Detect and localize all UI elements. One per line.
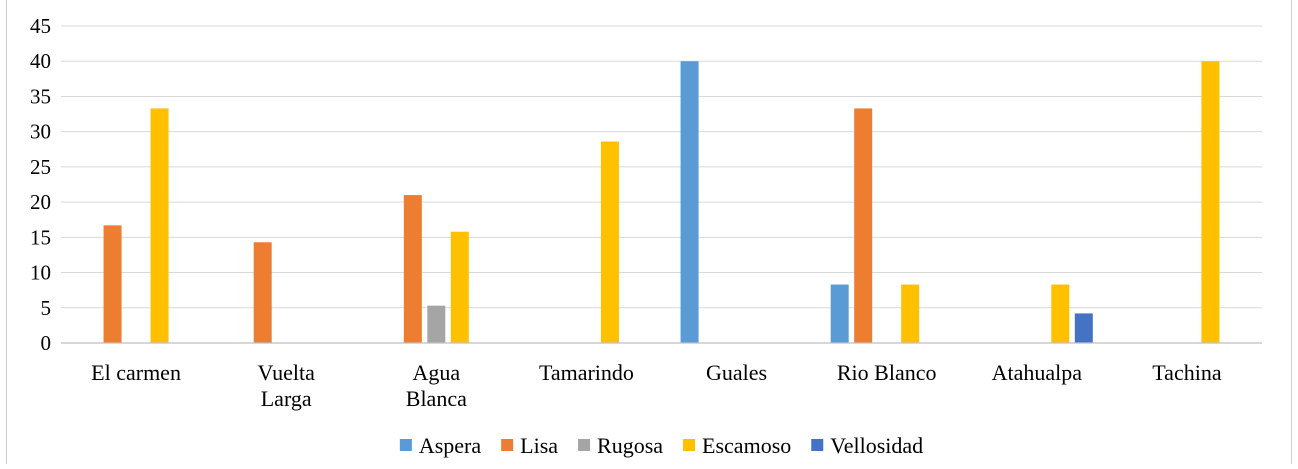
y-tick-label-0: 0 xyxy=(41,331,52,355)
legend-label-lisa: Lisa xyxy=(520,433,558,458)
legend: Aspera Lisa Rugosa Escamoso Vellosidad xyxy=(399,433,923,458)
y-tick-label-25: 25 xyxy=(30,155,51,179)
legend-label-rugosa: Rugosa xyxy=(597,433,663,458)
legend-swatch-vellosidad xyxy=(811,439,824,451)
bars xyxy=(103,61,1220,343)
y-tick-label-40: 40 xyxy=(30,49,51,73)
legend-label-vellosidad: Vellosidad xyxy=(830,433,923,458)
category-label-3-0: Tamarindo xyxy=(539,360,634,385)
y-tick-label-45: 45 xyxy=(30,14,51,38)
bar-escamoso-2 xyxy=(450,231,469,343)
y-tick-label-30: 30 xyxy=(30,120,51,144)
category-label-2-1: Blanca xyxy=(406,386,467,411)
bar-escamoso-6 xyxy=(1051,284,1070,343)
legend-swatch-escamoso xyxy=(683,439,696,451)
legend-label-escamoso: Escamoso xyxy=(702,433,791,458)
bar-rugosa-2 xyxy=(427,305,446,343)
chart-frame: 0 5 10 15 20 25 30 35 40 45 El carmen Vuelta Larga A… xyxy=(6,0,1292,464)
bar-escamoso-5 xyxy=(901,284,920,343)
category-label-1-1: Larga xyxy=(261,386,312,411)
legend-swatch-aspera xyxy=(399,439,412,451)
category-label-2-0: Agua xyxy=(412,360,460,385)
y-tick-label-20: 20 xyxy=(30,190,51,214)
y-tick-label-15: 15 xyxy=(30,225,51,249)
y-tick-label-35: 35 xyxy=(30,84,51,108)
category-label-0-0: El carmen xyxy=(91,360,181,385)
bar-lisa-5 xyxy=(854,108,873,343)
y-axis-ticks: 0 5 10 15 20 25 30 35 40 45 xyxy=(30,14,51,355)
legend-label-aspera: Aspera xyxy=(419,433,482,458)
category-label-4-0: Guales xyxy=(706,360,767,385)
y-tick-label-5: 5 xyxy=(41,296,52,320)
bar-lisa-2 xyxy=(403,195,422,343)
category-label-5-0: Rio Blanco xyxy=(837,360,937,385)
category-label-6-0: Atahualpa xyxy=(992,360,1083,385)
legend-swatch-rugosa xyxy=(578,439,591,451)
bar-aspera-4 xyxy=(680,61,699,343)
bar-lisa-1 xyxy=(253,242,272,343)
bar-lisa-0 xyxy=(103,225,122,343)
category-label-1-0: Vuelta xyxy=(258,360,316,385)
grid-lines xyxy=(61,25,1262,309)
bar-escamoso-0 xyxy=(150,108,169,343)
bar-escamoso-3 xyxy=(600,141,619,343)
legend-swatch-lisa xyxy=(501,439,514,451)
bar-vellosidad-6 xyxy=(1074,313,1093,343)
y-tick-label-10: 10 xyxy=(30,261,51,285)
bar-escamoso-7 xyxy=(1201,61,1220,343)
bar-aspera-5 xyxy=(830,284,849,343)
category-label-7-0: Tachina xyxy=(1152,360,1222,385)
